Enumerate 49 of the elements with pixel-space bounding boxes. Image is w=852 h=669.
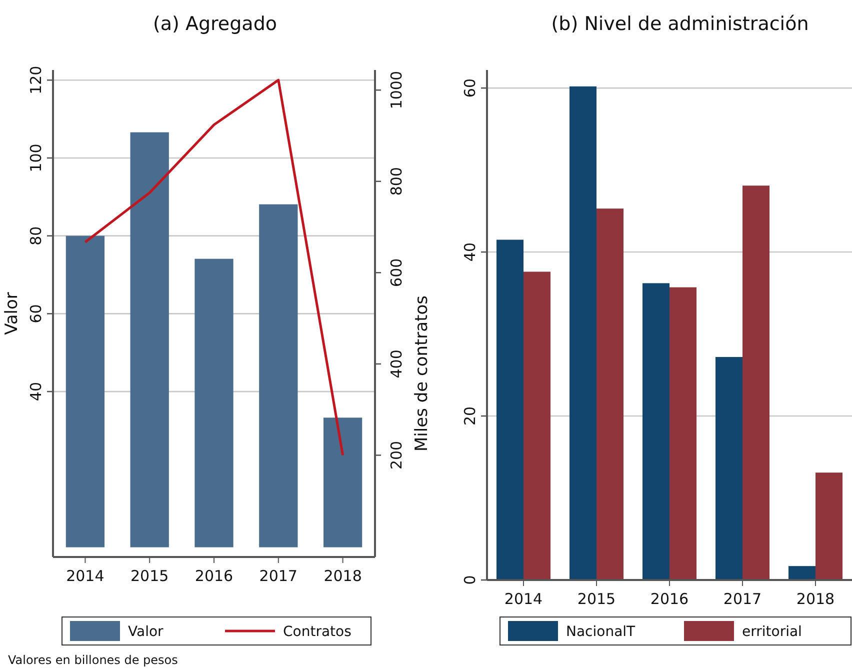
y-tick-label: 80 bbox=[27, 226, 45, 246]
bar bbox=[642, 283, 670, 580]
y2-tick-label: 400 bbox=[388, 350, 406, 378]
bar bbox=[816, 472, 843, 580]
bar bbox=[323, 418, 362, 548]
x-tick-label: 2016 bbox=[650, 590, 689, 608]
x-tick-label: 2014 bbox=[504, 590, 543, 608]
y-tick-label: 40 bbox=[27, 382, 45, 402]
bar bbox=[194, 258, 234, 548]
x-tick-label: 2017 bbox=[723, 590, 762, 608]
bar bbox=[130, 132, 169, 548]
bar bbox=[788, 566, 816, 580]
y-tick-label: 60 bbox=[27, 304, 45, 324]
y-tick-label: 0 bbox=[461, 575, 479, 585]
bar bbox=[496, 240, 524, 580]
y-axis-title: Valor bbox=[2, 292, 22, 335]
line-series bbox=[84, 78, 344, 456]
x-tick-label: 2018 bbox=[796, 590, 835, 608]
x-tick-label: 2014 bbox=[66, 567, 104, 585]
x-tick-label: 2018 bbox=[324, 567, 362, 585]
legend-label: NacionalT bbox=[566, 624, 636, 640]
chart-title: (b) Nivel de administración bbox=[551, 13, 809, 35]
bar bbox=[596, 208, 624, 580]
chart-title: (a) Agregado bbox=[152, 13, 278, 35]
legend-label: Contratos bbox=[283, 624, 352, 640]
legend-label: Valor bbox=[128, 624, 164, 640]
bar bbox=[670, 287, 697, 580]
legend-label: erritorial bbox=[742, 624, 802, 640]
x-tick-label: 2016 bbox=[194, 567, 234, 585]
text: Valores en billones de pesos bbox=[8, 653, 178, 667]
y-tick-label: 20 bbox=[461, 406, 479, 426]
bar bbox=[66, 236, 105, 548]
y2-tick-label: 200 bbox=[388, 440, 406, 470]
y2-axis-title: Miles de contratos bbox=[412, 295, 432, 452]
y2-tick-label: 800 bbox=[388, 167, 406, 196]
y-tick-label: 40 bbox=[461, 242, 479, 262]
y-tick-label: 100 bbox=[27, 144, 45, 172]
x-tick-label: 2015 bbox=[577, 590, 616, 608]
y-tick-label: 120 bbox=[27, 66, 45, 94]
y2-tick-label: 600 bbox=[388, 258, 406, 287]
bar bbox=[742, 186, 770, 580]
y2-tick-label: 1000 bbox=[388, 70, 406, 110]
x-tick-label: 2015 bbox=[130, 567, 169, 585]
bar bbox=[569, 86, 596, 580]
x-tick-label: 2017 bbox=[259, 567, 298, 585]
y-tick-label: 60 bbox=[461, 78, 479, 98]
bar bbox=[715, 356, 742, 580]
bar bbox=[259, 204, 298, 548]
bar bbox=[524, 272, 551, 580]
